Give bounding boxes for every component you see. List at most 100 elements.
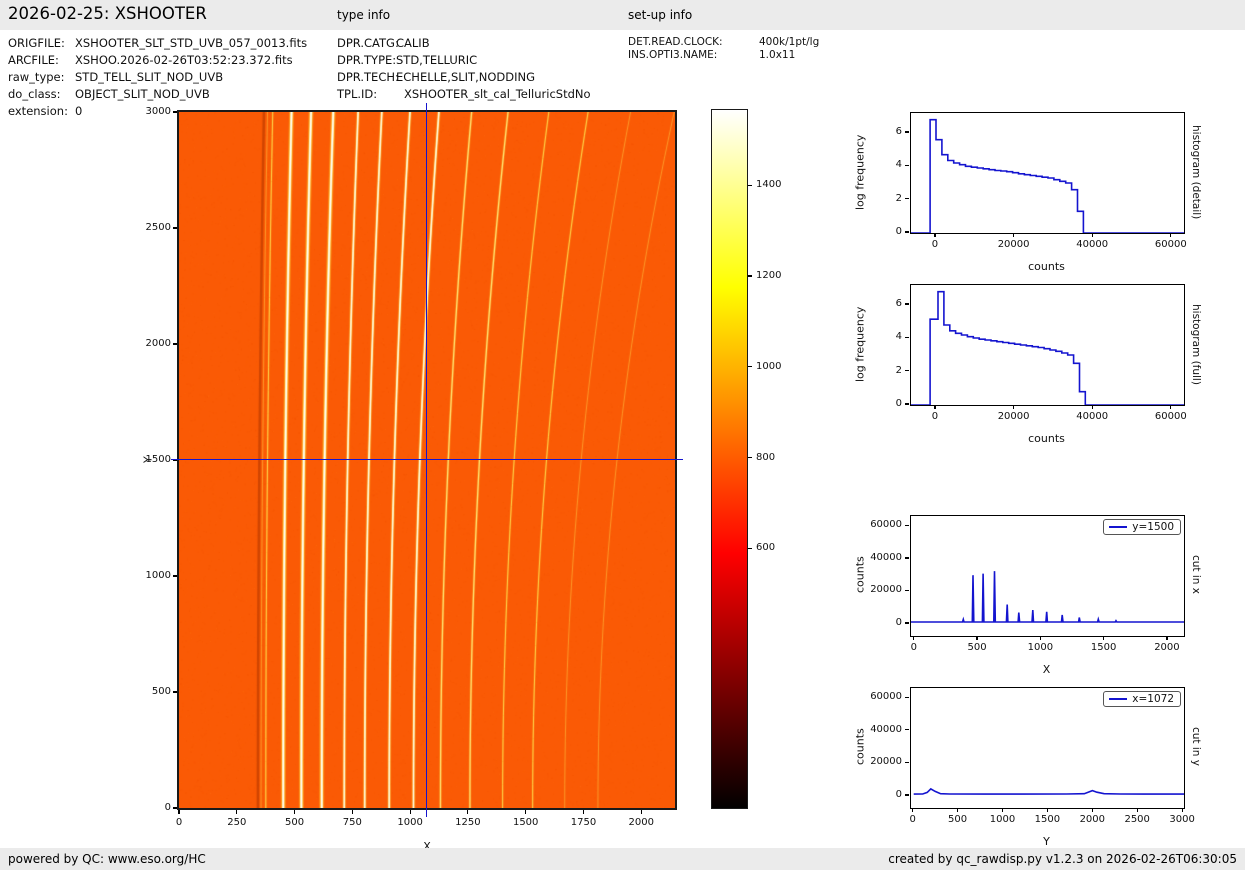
histogram_full-x-tick-label: 20000 bbox=[997, 411, 1030, 422]
main-x-tick-label: 250 bbox=[227, 817, 247, 828]
field-label: DET.READ.CLOCK: bbox=[628, 36, 723, 48]
main-x-tick-label: 1000 bbox=[397, 817, 423, 828]
cut_in_y-y-tick-label: 40000 bbox=[870, 723, 902, 735]
cut_in_y-x-tick bbox=[1091, 808, 1093, 812]
cut_in_x-x-tick bbox=[976, 636, 978, 640]
cut_in_x-y-tick bbox=[905, 524, 909, 526]
field-label: do_class: bbox=[8, 87, 61, 101]
histogram_detail-x-tick bbox=[1013, 233, 1015, 237]
colorbar-tick bbox=[748, 456, 752, 459]
title-bar: 2026-02-25: XSHOOTER type info set-up in… bbox=[0, 0, 1245, 30]
field-label: DPR.CATG: bbox=[337, 36, 399, 50]
field-value: XSHOOTER_slt_cal_TelluricStdNo bbox=[404, 87, 591, 101]
cut_in_x-x-tick bbox=[1039, 636, 1041, 640]
main-y-tick-label: 1000 bbox=[145, 570, 171, 581]
main-y-tick-label: 3000 bbox=[145, 106, 171, 117]
colorbar-tick bbox=[748, 547, 752, 549]
colorbar-tick-label: 1000 bbox=[756, 360, 782, 372]
footer-right-text: created by qc_rawdisp.py v1.2.3 on 2026-… bbox=[888, 852, 1237, 866]
cut_in_y-x-tick-label: 2500 bbox=[1124, 814, 1150, 825]
main-x-tick-label: 2000 bbox=[628, 817, 654, 828]
histogram_detail-x-tick bbox=[1170, 233, 1172, 237]
histogram_full-y-tick-label: 2 bbox=[895, 364, 902, 376]
main-y-tick-label: 500 bbox=[151, 686, 171, 697]
main-x-tick-label: 1750 bbox=[570, 817, 597, 828]
field-value: ECHELLE,SLIT,NODDING bbox=[396, 70, 535, 84]
main-x-axis-label: X bbox=[423, 840, 431, 853]
footer-left-text: powered by QC: www.eso.org/HC bbox=[8, 852, 206, 866]
field-value: STD,TELLURIC bbox=[396, 53, 478, 67]
main-x-tick-label: 1250 bbox=[455, 817, 481, 828]
histogram_detail-y-tick bbox=[905, 198, 909, 200]
footer-bar: powered by QC: www.eso.org/HC created by… bbox=[0, 848, 1245, 870]
main-x-tick bbox=[582, 810, 585, 814]
cut-in-x-xlabel: X bbox=[1042, 663, 1051, 676]
cut_in_y-y-tick-label: 0 bbox=[895, 788, 902, 800]
colorbar bbox=[711, 109, 748, 809]
field-value: 0 bbox=[75, 104, 83, 118]
main-y-tick bbox=[173, 807, 177, 809]
histogram-full-xlabel: counts bbox=[1028, 432, 1065, 445]
histogram_detail-x-tick-label: 60000 bbox=[1154, 239, 1187, 250]
histogram_full-x-tick bbox=[934, 405, 936, 409]
main-x-tick-label: 500 bbox=[285, 817, 305, 828]
histogram_full-y-tick-label: 4 bbox=[895, 331, 902, 343]
cursor-horizontal-line bbox=[171, 459, 683, 461]
histogram_detail-y-tick bbox=[905, 231, 909, 233]
cut_in_y-x-tick bbox=[1181, 808, 1183, 812]
cut-in-y-legend: x=1072 bbox=[1103, 691, 1181, 707]
main-x-tick bbox=[409, 810, 411, 814]
histogram_full-y-tick-label: 6 bbox=[895, 298, 902, 309]
cut_in_x-y-tick-label: 60000 bbox=[870, 519, 902, 531]
histogram_detail-y-tick bbox=[905, 131, 909, 133]
legend-line-sample bbox=[1109, 526, 1128, 528]
main-y-tick bbox=[173, 111, 177, 113]
cut_in_y-x-tick-label: 1000 bbox=[989, 814, 1016, 825]
histogram_detail-y-tick-label: 2 bbox=[895, 192, 902, 204]
cut_in_y-x-tick-label: 0 bbox=[909, 814, 916, 825]
colorbar-tick bbox=[748, 366, 752, 368]
cut-in-x-legend: y=1500 bbox=[1103, 519, 1181, 535]
cut_in_x-y-tick bbox=[905, 622, 909, 624]
cut_in_y-y-tick-label: 20000 bbox=[870, 756, 902, 768]
legend-label: y=1500 bbox=[1132, 521, 1174, 533]
field-label: ARCFILE: bbox=[8, 53, 59, 67]
cut_in_x-y-tick-label: 0 bbox=[895, 616, 902, 628]
colorbar-tick bbox=[748, 184, 752, 186]
field-label: extension: bbox=[8, 104, 68, 118]
histogram_detail-y-tick-label: 6 bbox=[895, 126, 902, 137]
cut_in_x-x-tick-label: 0 bbox=[910, 642, 917, 653]
histogram-full-plot bbox=[910, 284, 1185, 406]
field-value: XSHOOTER_SLT_STD_UVB_057_0013.fits bbox=[75, 36, 308, 50]
colorbar-tick-label: 800 bbox=[756, 451, 776, 463]
histogram_detail-y-tick-label: 4 bbox=[895, 159, 902, 171]
cut_in_x-x-tick bbox=[1166, 636, 1168, 640]
cut_in_y-x-tick bbox=[912, 808, 914, 812]
histogram_full-y-tick bbox=[905, 403, 909, 405]
cut-in-y-plot: x=1072 bbox=[910, 687, 1185, 809]
type-info-heading: type info bbox=[337, 8, 391, 22]
main-x-tick bbox=[640, 810, 642, 814]
histogram_full-y-tick bbox=[905, 303, 909, 305]
page-title: 2026-02-25: XSHOOTER bbox=[8, 4, 207, 23]
main-x-tick bbox=[525, 810, 527, 814]
cut_in_y-x-tick bbox=[956, 808, 959, 812]
histogram_full-y-tick-label: 0 bbox=[895, 398, 902, 409]
cut-in-x-plot: y=1500 bbox=[910, 515, 1185, 637]
cut_in_x-y-tick-label: 40000 bbox=[870, 551, 902, 563]
main-x-tick-label: 0 bbox=[175, 817, 183, 828]
histogram-full-right-label: histogram (full) bbox=[1190, 303, 1202, 385]
histogram_full-x-tick bbox=[1091, 405, 1093, 409]
cut_in_y-line bbox=[913, 787, 1184, 795]
cut_in_x-y-tick-label: 20000 bbox=[870, 584, 902, 596]
histogram_detail-y-tick bbox=[905, 164, 909, 166]
histogram_full-y-tick bbox=[905, 336, 909, 338]
cut_in_y-x-tick bbox=[1136, 808, 1138, 812]
field-value: 1.0x11 bbox=[759, 49, 796, 61]
main-x-tick bbox=[236, 810, 238, 814]
field-value: STD_TELL_SLIT_NOD_UVB bbox=[75, 70, 224, 84]
cut-in-y-xlabel: Y bbox=[1043, 835, 1050, 848]
cut_in_y-x-tick bbox=[1001, 808, 1004, 812]
main-y-tick-label: 2000 bbox=[145, 338, 171, 349]
main-y-tick-label: 2500 bbox=[145, 222, 171, 233]
